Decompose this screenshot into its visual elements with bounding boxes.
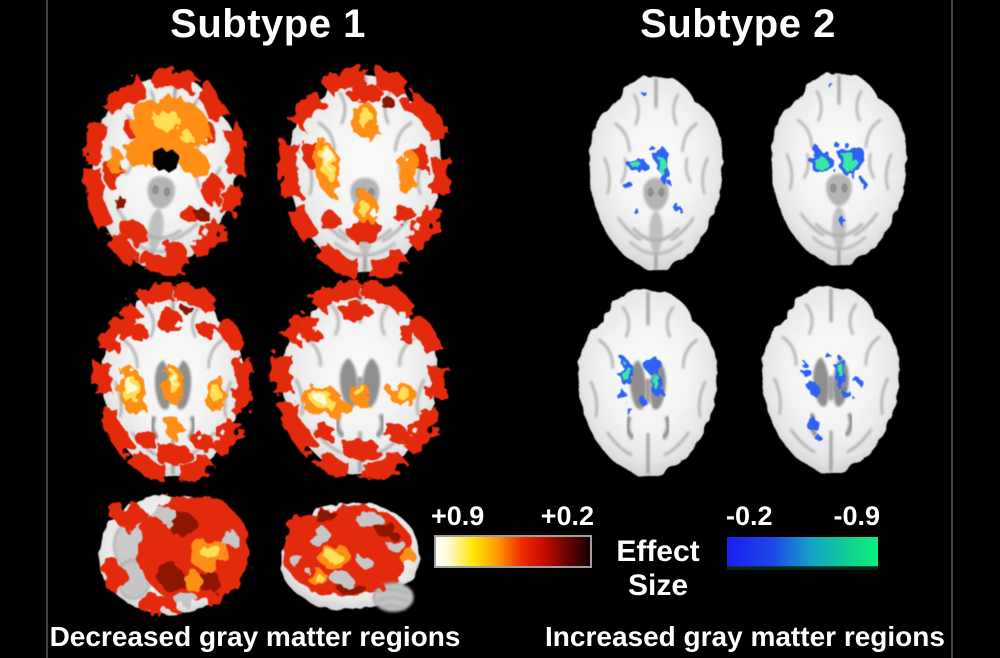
cool-overlay <box>810 83 868 226</box>
increased-gm-caption: Increased gray matter regions <box>545 621 945 652</box>
subtype2-axial-slice-superior-right <box>762 287 900 473</box>
subtype1-render-lateral-view <box>281 502 421 613</box>
hot-overlay <box>80 66 248 276</box>
cool-overlay <box>618 356 664 415</box>
subtype1-axial-slice-inferior-left <box>80 66 248 276</box>
csf-black-region <box>153 147 180 173</box>
decreased-gm-caption: Decreased gray matter regions <box>49 621 461 652</box>
hot-scale-max-label: +0.9 <box>431 501 485 531</box>
hot-overlay <box>102 494 250 616</box>
subtype1-axial-slice-superior-left <box>88 282 258 482</box>
subtype1-axial-slice-inferior-right <box>276 64 454 280</box>
hot-colorbar <box>434 535 592 568</box>
subtype2-axial-slice-inferior-right <box>771 74 907 273</box>
subtype2-axial-slice-superior-left <box>578 290 718 476</box>
effect-size-label: Effect Size <box>616 535 700 602</box>
subtype1-axial-slice-superior-right <box>266 280 454 480</box>
cool-overlay <box>800 352 862 443</box>
subtype2-title: Subtype 2 <box>640 2 836 46</box>
subtype1-render-inferior-view <box>98 494 250 616</box>
subtype1-title: Subtype 1 <box>170 2 366 46</box>
cool-colorbar <box>727 537 878 570</box>
hot-overlay <box>282 504 418 599</box>
right-frame-line <box>951 0 953 658</box>
cool-scale-max-label: -0.9 <box>833 501 880 531</box>
hot-overlay <box>103 291 244 475</box>
cerebellum <box>369 580 414 613</box>
hot-overlay <box>282 289 438 473</box>
left-frame-line <box>46 0 48 658</box>
hot-overlay <box>289 76 441 271</box>
hot-scale-min-label: +0.2 <box>540 501 594 531</box>
cool-scale-min-label: -0.2 <box>726 501 773 531</box>
subtype2-axial-slice-inferior-left <box>589 77 723 278</box>
cool-overlay <box>623 90 682 213</box>
